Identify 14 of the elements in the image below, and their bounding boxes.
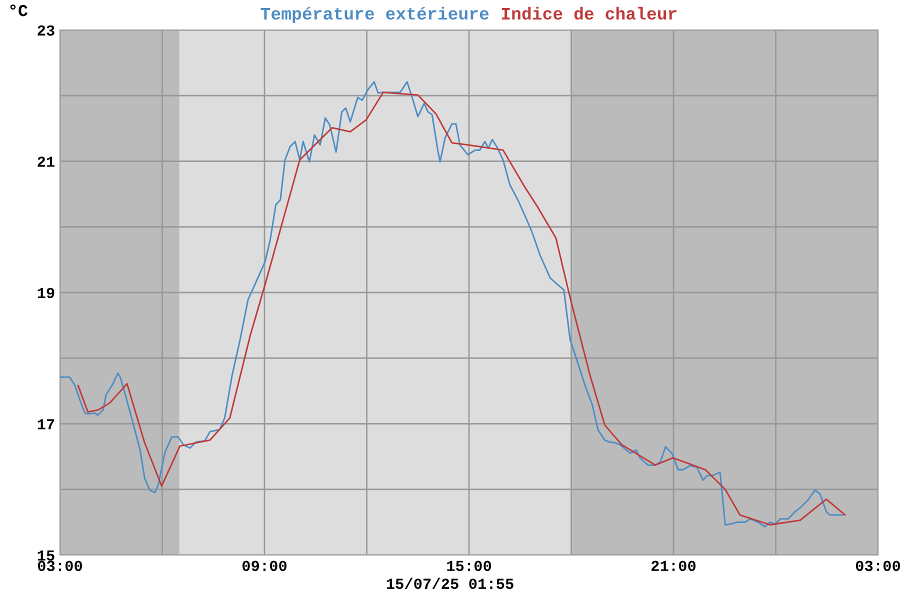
text: Indice de chaleur: [502, 6, 676, 20]
x-tick-label: 03:00: [38, 560, 82, 572]
x-tick-label: 09:00: [242, 560, 287, 572]
x-tick-label: 03:00: [856, 560, 900, 572]
y-tick-label: 17: [38, 419, 54, 430]
x-tick-label: 15:00: [447, 560, 492, 572]
x-tick-label: 21:00: [651, 560, 696, 572]
y-tick-label: 15: [38, 550, 54, 561]
y-tick-label: 21: [38, 156, 54, 167]
y-axis-title: °C: [10, 4, 28, 16]
text: 15/07/25 01:55: [386, 578, 514, 589]
y-tick-label: 23: [38, 25, 54, 36]
y-tick-label: 19: [38, 288, 54, 298]
text: Température extérieure: [260, 6, 489, 24]
